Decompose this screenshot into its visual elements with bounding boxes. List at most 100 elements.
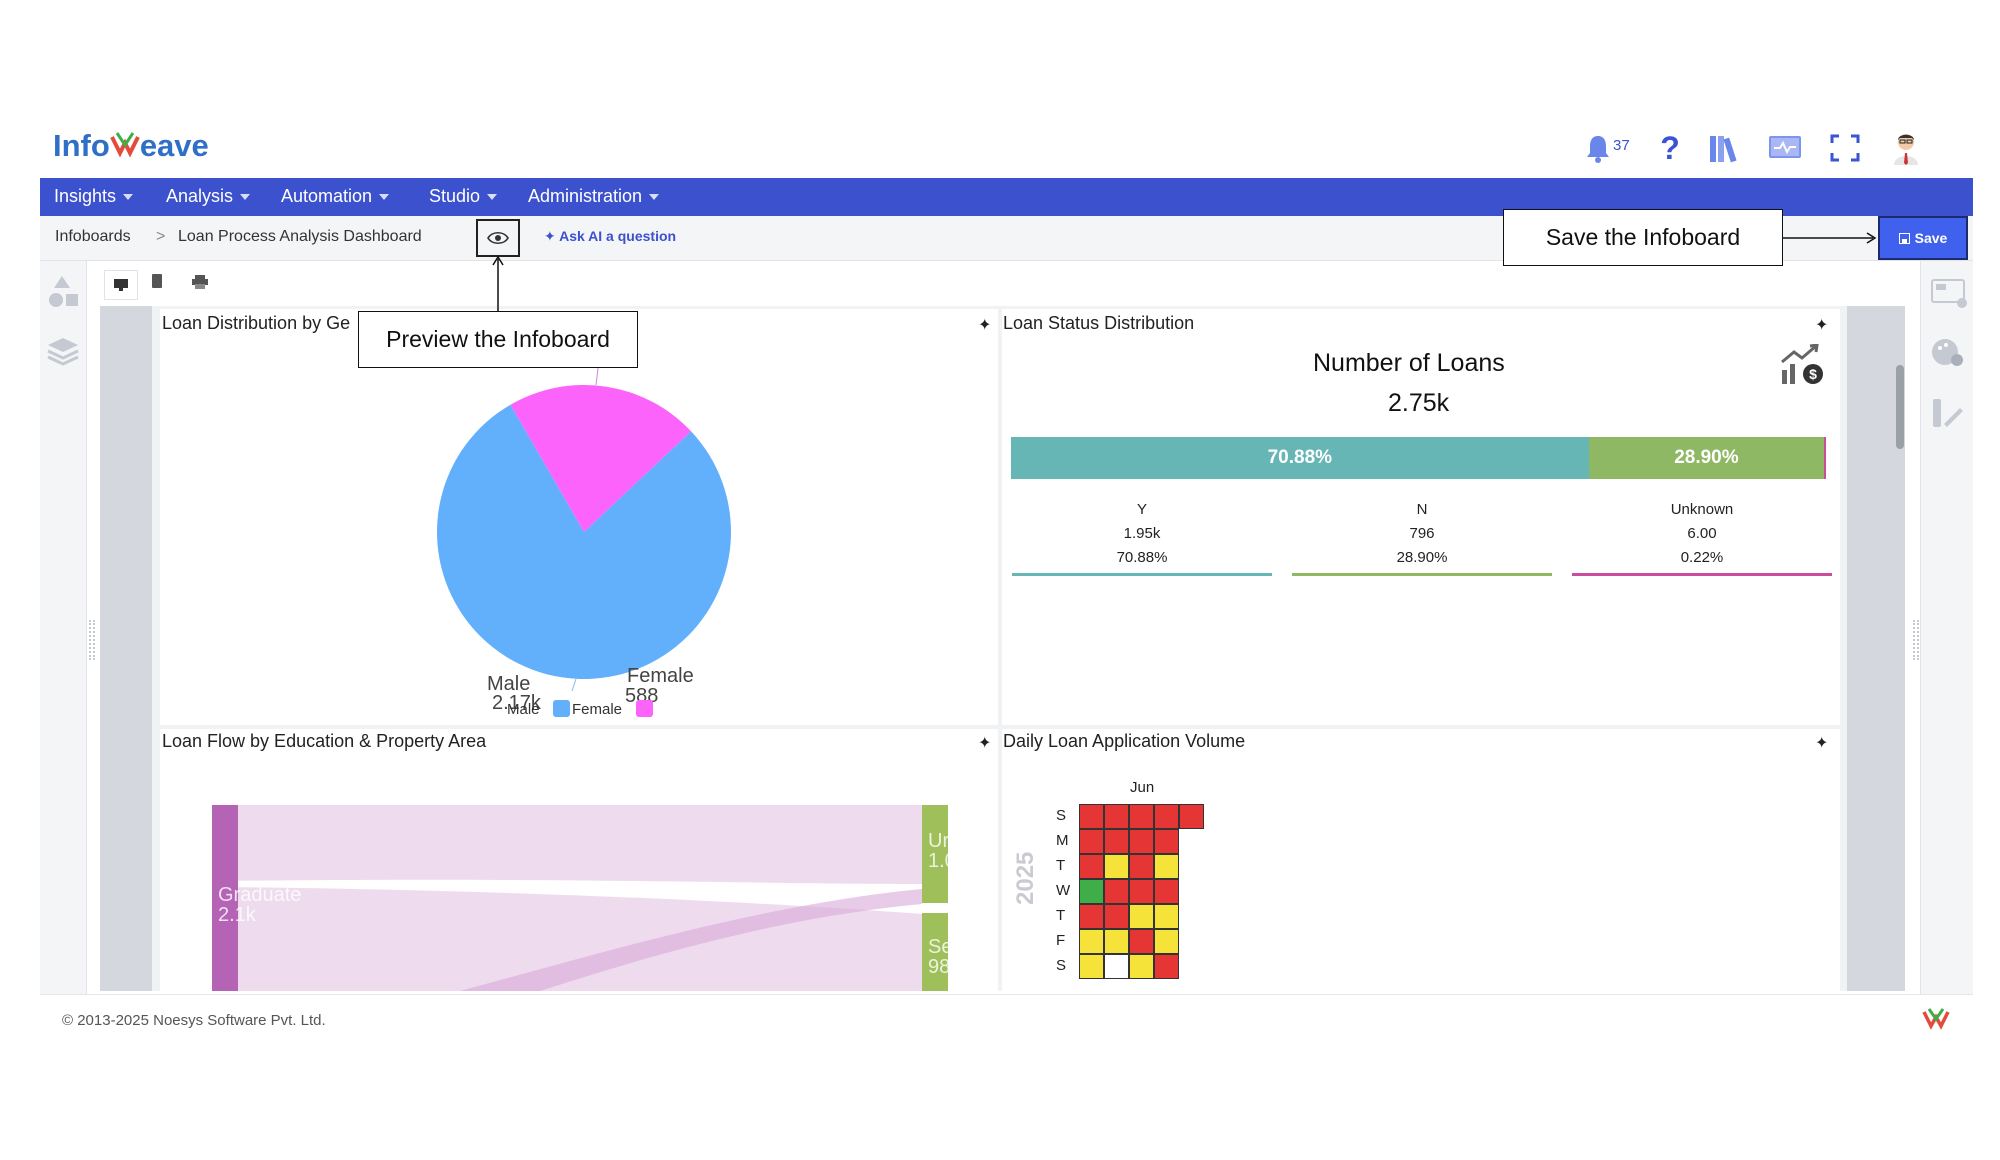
ai-sparkle-icon[interactable]: ✦ xyxy=(978,735,992,752)
heatmap-cell[interactable] xyxy=(1104,904,1129,929)
status-stat-pct: 28.90% xyxy=(1396,549,1448,566)
logo-text-a: Info xyxy=(53,128,110,163)
library-icon[interactable] xyxy=(1705,128,1745,168)
print-view-icon[interactable] xyxy=(192,275,208,294)
heatmap-cell[interactable] xyxy=(1079,929,1104,954)
male-leader-line xyxy=(571,678,577,692)
fullscreen-icon[interactable] xyxy=(1825,128,1865,168)
heatmap-cell[interactable] xyxy=(1104,954,1129,979)
heatmap-cell[interactable] xyxy=(1154,829,1179,854)
user-avatar[interactable] xyxy=(1886,128,1926,168)
ai-sparkle-icon[interactable]: ✦ xyxy=(1815,735,1829,752)
heatmap-cell[interactable] xyxy=(1154,879,1179,904)
chevron-down-icon xyxy=(123,194,134,201)
bell-icon[interactable] xyxy=(1578,128,1618,168)
nav-studio[interactable]: Studio xyxy=(429,186,498,207)
heatmap-cell[interactable] xyxy=(1104,804,1129,829)
heatmap-cell[interactable] xyxy=(1129,829,1154,854)
canvas-scrollbar[interactable] xyxy=(1896,365,1904,449)
heatmap-cell[interactable] xyxy=(1154,929,1179,954)
legend-female-swatch xyxy=(636,700,653,717)
ai-sparkle-icon[interactable]: ✦ xyxy=(1815,317,1829,334)
semiurban-value: 980 xyxy=(928,956,961,978)
ask-ai-link[interactable]: ✦ Ask AI a question xyxy=(544,228,677,244)
help-icon[interactable]: ? xyxy=(1660,129,1680,166)
data-source-icon[interactable] xyxy=(1930,396,1966,435)
legend-male-label[interactable]: Male xyxy=(507,701,540,718)
save-button[interactable]: Save xyxy=(1878,216,1968,260)
status-stat-2: Unknown 6.00 0.22% xyxy=(1572,498,1832,570)
preview-button[interactable] xyxy=(476,219,520,257)
heatmap-day-label: T xyxy=(1056,907,1066,924)
theme-palette-icon[interactable] xyxy=(1930,336,1966,375)
widget-settings-icon[interactable] xyxy=(1930,276,1968,315)
left-resize-handle[interactable] xyxy=(89,620,95,660)
heatmap-cell[interactable] xyxy=(1079,854,1104,879)
heatmap-cell[interactable] xyxy=(1154,854,1179,879)
semiurban-label: Semiurban xyxy=(928,936,998,958)
status-stat-underline xyxy=(1012,573,1272,576)
nav-automation[interactable]: Automation xyxy=(281,186,390,207)
chevron-down-icon xyxy=(487,194,498,201)
loan-growth-icon: $ xyxy=(1780,343,1826,391)
right-tool-rail xyxy=(1920,261,1973,994)
heatmap-cell[interactable] xyxy=(1154,804,1179,829)
heatmap-cell[interactable] xyxy=(1079,904,1104,929)
heatmap-cell[interactable] xyxy=(1104,929,1129,954)
heatmap-cell[interactable] xyxy=(1104,879,1129,904)
nav-insights[interactable]: Insights xyxy=(54,186,134,207)
semiurban-node[interactable] xyxy=(922,913,948,991)
device-toolbar xyxy=(100,266,220,302)
female-slice[interactable] xyxy=(510,385,692,532)
layers-icon[interactable] xyxy=(46,336,80,371)
save-icon xyxy=(1898,232,1910,244)
nav-administration[interactable]: Administration xyxy=(528,186,660,207)
male-slice[interactable] xyxy=(436,404,731,679)
shapes-icon[interactable] xyxy=(48,275,80,314)
breadcrumb-root[interactable]: Infoboards xyxy=(55,228,131,245)
status-bar-unknown[interactable] xyxy=(1824,437,1827,479)
heatmap-cell[interactable] xyxy=(1129,854,1154,879)
breadcrumb-current: Loan Process Analysis Dashboard xyxy=(178,228,422,245)
graduate-node[interactable] xyxy=(212,805,238,991)
urban-label: Urban xyxy=(928,830,982,852)
heatmap-cell[interactable] xyxy=(1129,879,1154,904)
heatmap-cell[interactable] xyxy=(1079,804,1104,829)
legend-female-label[interactable]: Female xyxy=(572,701,622,718)
heatmap-cell[interactable] xyxy=(1079,879,1104,904)
heatmap-cell[interactable] xyxy=(1179,804,1204,829)
heatmap-cell[interactable] xyxy=(1079,829,1104,854)
nav-analysis[interactable]: Analysis xyxy=(166,186,251,207)
tablet-view-icon[interactable] xyxy=(152,274,162,293)
sankey-chart: Graduate 2.1k Urban 1.0k Semiurban 980 xyxy=(212,805,998,991)
heatmap-cell[interactable] xyxy=(1154,904,1179,929)
sparkle-icon: ✦ xyxy=(544,228,560,244)
status-stat-label: N xyxy=(1416,501,1428,518)
ai-sparkle-icon[interactable]: ✦ xyxy=(978,317,992,334)
flow-cross-link xyxy=(460,889,922,991)
gender-panel-title: Loan Distribution by Ge xyxy=(162,313,351,333)
heatmap-cell[interactable] xyxy=(1129,904,1154,929)
status-stat-pct: 0.22% xyxy=(1680,549,1724,566)
status-panel[interactable] xyxy=(1002,309,1840,725)
flow-graduate-urban xyxy=(212,805,922,884)
heatmap-cell[interactable] xyxy=(1129,804,1154,829)
heatmap-cell[interactable] xyxy=(1104,829,1129,854)
desktop-view-icon[interactable] xyxy=(104,270,138,300)
status-bar-y[interactable]: 70.88% xyxy=(1011,437,1589,479)
heatmap-cell[interactable] xyxy=(1104,854,1129,879)
chevron-down-icon xyxy=(379,194,390,201)
breadcrumb-separator-icon: > xyxy=(156,228,166,245)
heatmap-cell[interactable] xyxy=(1154,954,1179,979)
footer-logo-icon xyxy=(1922,1006,1950,1035)
status-bar-n[interactable]: 28.90% xyxy=(1588,437,1825,479)
monitor-icon[interactable] xyxy=(1765,128,1805,168)
logo-mark-icon xyxy=(110,132,140,158)
heatmap-cell[interactable] xyxy=(1129,929,1154,954)
heatmap-cell[interactable] xyxy=(1079,954,1104,979)
right-resize-handle[interactable] xyxy=(1913,620,1919,660)
status-stat-1: N 796 28.90% xyxy=(1292,498,1552,570)
chevron-down-icon xyxy=(240,194,251,201)
heatmap-cell[interactable] xyxy=(1129,954,1154,979)
urban-node[interactable] xyxy=(922,805,948,903)
